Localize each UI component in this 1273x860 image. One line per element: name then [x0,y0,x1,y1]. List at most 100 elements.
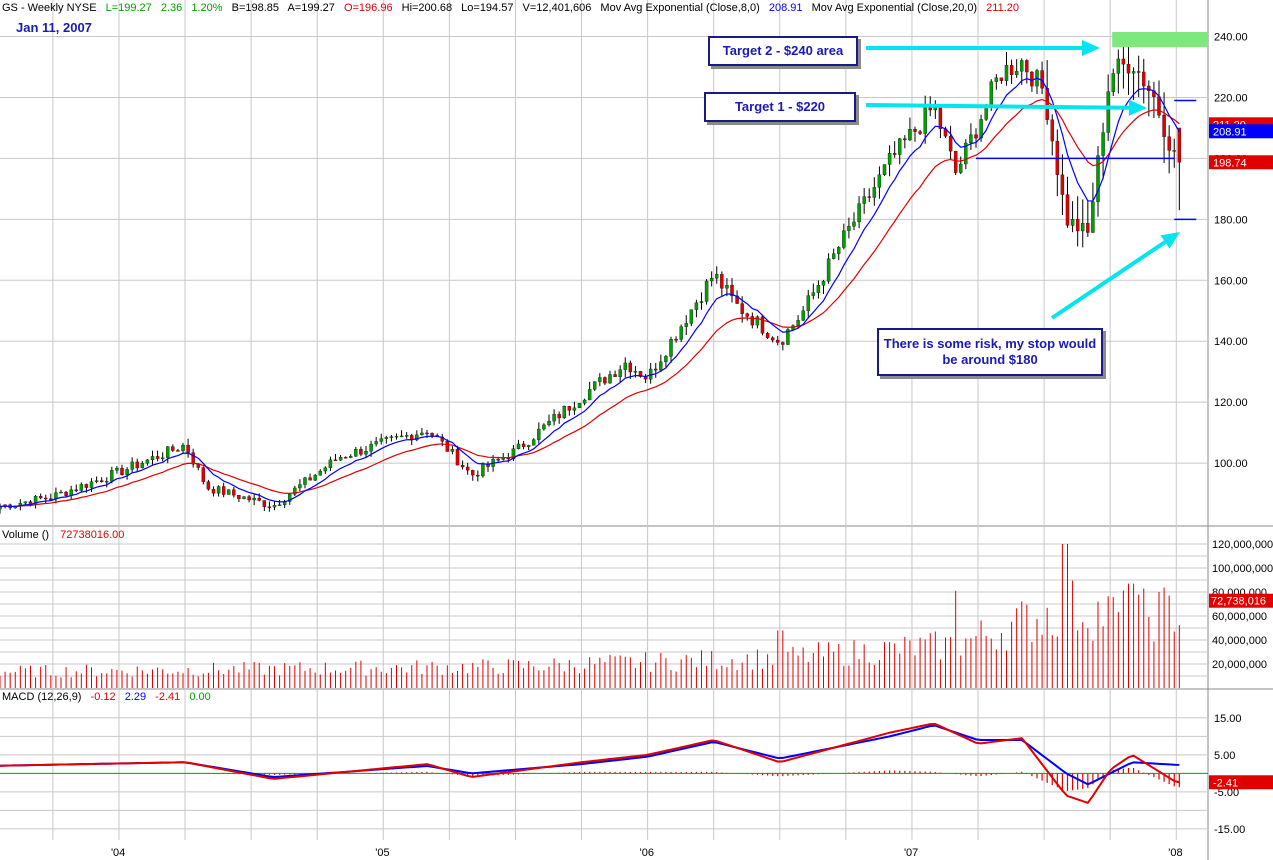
candle [318,469,322,476]
candle [1060,154,1065,216]
macd-tick-label: -5.00 [1214,787,1239,799]
candle [354,447,358,457]
candle [262,500,267,512]
candle-body [806,295,810,311]
candle [450,446,455,455]
candle-body [328,459,333,469]
price-tick-label: 220.00 [1214,92,1248,104]
candle [38,493,43,500]
candle [801,306,805,322]
candle-body [404,435,409,437]
candle-body [837,247,841,254]
candle-body [847,226,851,231]
candle-body [1136,71,1141,73]
candle [953,150,958,175]
candle-body [816,285,821,293]
price-tick-label: 240.00 [1214,32,1248,44]
macd-tick-label: 15.00 [1214,713,1242,725]
candle-body [938,107,943,129]
price-change: 2.36 [160,2,183,14]
candle-body [765,333,770,338]
candle [852,212,856,231]
candle-body [374,441,378,445]
candle [1070,201,1075,233]
candle-body [720,274,724,289]
candle-body [516,443,521,449]
stop-arrow [1050,232,1180,320]
candle-body [252,497,256,501]
candle [877,166,882,199]
candle-body [969,134,973,144]
candle-body [1030,71,1034,87]
candle-body [481,463,485,477]
candle-body [709,278,714,282]
candle [999,77,1004,84]
candle-body [379,438,383,442]
candle [160,452,165,462]
candle-body [638,371,643,377]
candle [237,494,241,503]
candle [404,432,409,439]
last-price: L=199.27 [105,2,152,14]
candle [374,437,378,447]
target-1-text: Target 1 - $220 [734,99,826,114]
x-tick-label: '06 [640,847,654,859]
candle [776,335,780,346]
candle-body [150,456,155,461]
candle-body [704,280,709,302]
candle [969,123,973,150]
stop-text-line-1: There is some risk, my stop would [883,336,1097,351]
target-2-zone [1112,31,1208,48]
candle [221,482,226,498]
target-2-arrow [866,40,1100,56]
candle-body [547,420,551,426]
candle-body [1096,155,1100,203]
candle-body [1070,219,1075,226]
candle-body [867,196,871,198]
candle [750,312,755,329]
candle [837,246,841,261]
candle-body [313,475,317,481]
candle [420,428,424,436]
candle-body [786,329,790,345]
arrow-head [1082,40,1100,56]
candle-body [496,459,500,461]
candle [562,405,566,419]
candle-body [318,470,322,476]
candle-body [715,274,719,279]
macd-tick-label: -15.00 [1214,824,1245,836]
candle-body [23,501,28,504]
candle-body [1101,132,1105,156]
arrow-head [1128,99,1147,116]
candle-body [171,446,175,451]
candle [598,373,602,387]
candle-body [267,506,272,508]
candle [872,177,877,206]
candle-body [38,496,43,499]
candle-body [1020,60,1024,72]
candle-body [603,377,607,384]
candle-body [338,457,343,461]
candle [684,315,688,336]
volume-tick-label: 100,000,000 [1212,563,1273,575]
candle [89,478,94,493]
price-tick-label: 140.00 [1214,336,1248,348]
macd-pane-label: MACD (12,26,9) -0.12 2.29 -2.41 0.00 [2,691,211,703]
candle [816,280,821,299]
candle [892,141,897,158]
candle [166,446,170,464]
candle [74,484,78,493]
candle-body [1142,71,1146,87]
x-tick-label: '08 [1168,847,1182,859]
candle-body [1009,65,1014,76]
candle-body [913,129,917,132]
candle [1081,199,1085,248]
target-2-callout: Target 2 - $240 area [708,36,858,66]
candle-body [918,131,922,134]
candle-body [684,323,688,327]
candle [557,411,561,424]
candle [79,482,84,493]
arrow-head [1160,232,1180,249]
candle-body [420,432,424,436]
candle-body [542,424,546,430]
